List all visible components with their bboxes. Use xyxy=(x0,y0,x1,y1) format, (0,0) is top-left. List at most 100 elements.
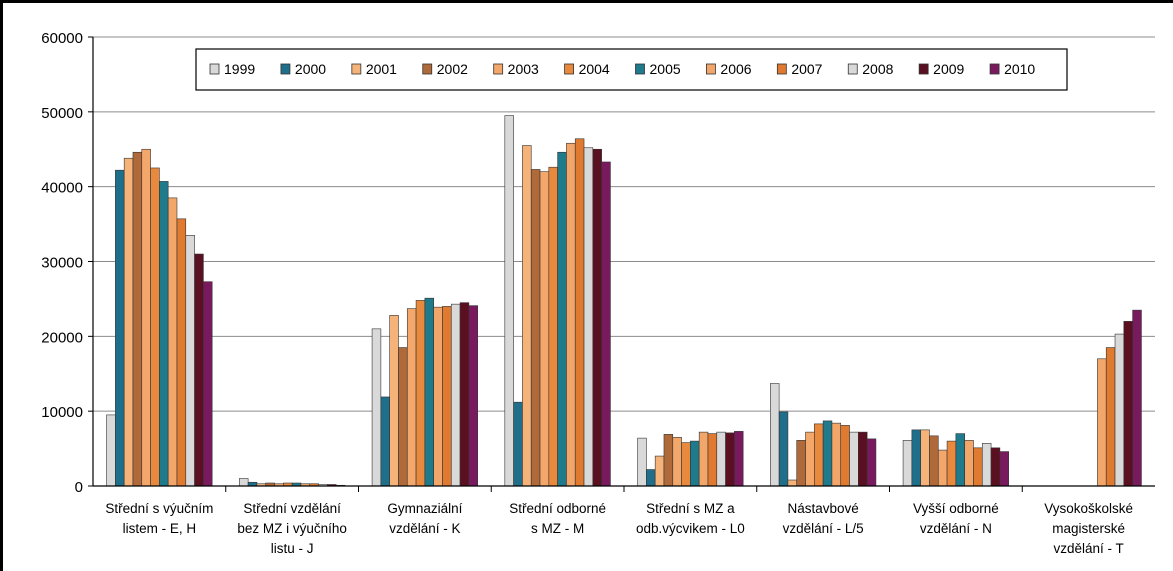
bar xyxy=(646,469,656,487)
bar xyxy=(406,308,417,487)
y-tick-label: 0 xyxy=(75,479,83,496)
bar xyxy=(716,431,726,487)
x-category-label: Nástavbové vzdělání - L/5 xyxy=(783,501,864,536)
bar xyxy=(707,433,718,487)
bar xyxy=(690,440,700,487)
bar xyxy=(203,281,213,487)
bar xyxy=(415,300,426,487)
bar xyxy=(698,431,709,487)
y-tick-label: 60000 xyxy=(41,30,83,47)
bar xyxy=(770,383,780,487)
bar xyxy=(902,440,913,487)
gridlines xyxy=(93,36,1155,412)
legend-label: 2005 xyxy=(650,61,681,77)
bar xyxy=(964,440,974,487)
legend-swatch xyxy=(776,63,787,75)
bar xyxy=(849,431,859,487)
legend-label: 2006 xyxy=(720,61,751,77)
bar xyxy=(442,306,452,487)
bar xyxy=(831,422,842,487)
bar xyxy=(592,148,602,487)
bar xyxy=(796,440,806,487)
bar xyxy=(194,253,204,487)
legend-label: 2004 xyxy=(579,61,610,77)
bar xyxy=(866,438,877,487)
bar xyxy=(858,431,868,487)
bar xyxy=(504,115,514,487)
legend-swatch xyxy=(280,63,291,75)
y-axis-tick-labels: 0 10000 20000 30000 40000 50000 60000 xyxy=(41,30,83,496)
legend-swatch xyxy=(918,63,929,75)
bar xyxy=(663,434,674,487)
bar xyxy=(239,478,249,487)
bar xyxy=(539,171,550,487)
x-category-label: Vysokoškolské magisterské vzdělání - T xyxy=(1044,501,1133,556)
bar xyxy=(920,429,930,487)
bar xyxy=(929,435,939,487)
bar xyxy=(167,197,178,487)
x-category-label: Gymnaziální vzdělání - K xyxy=(387,501,462,536)
bar xyxy=(398,347,408,487)
bar xyxy=(141,148,151,487)
legend-label: 2009 xyxy=(933,61,964,77)
legend-swatch xyxy=(635,63,645,75)
legend-swatch xyxy=(706,63,716,75)
bar xyxy=(159,181,169,487)
bar xyxy=(734,431,744,487)
bar xyxy=(805,431,815,487)
bar xyxy=(1123,321,1133,487)
legend-label: 2007 xyxy=(791,61,822,77)
bar xyxy=(601,161,611,487)
x-category-label: Střední odborné s MZ - M xyxy=(509,501,606,536)
bar-series xyxy=(106,115,1142,487)
y-tick-label: 50000 xyxy=(41,105,83,122)
bar xyxy=(389,315,399,487)
bar xyxy=(459,302,470,487)
bar xyxy=(654,455,665,487)
x-axis-category-labels: Střední s výučním listem - E, H Střední vz… xyxy=(105,501,1133,556)
bar xyxy=(672,437,682,487)
x-category-label: Vyšší odborné vzdělání - N xyxy=(913,501,999,536)
legend-swatch xyxy=(422,63,433,75)
bar xyxy=(814,423,824,487)
bar xyxy=(999,451,1009,487)
bar xyxy=(822,420,833,487)
legend-label: 2000 xyxy=(295,61,326,77)
legend: 1999 2000 2001 2002 2003 2004 2005 2006 2007 2008… xyxy=(195,48,1068,91)
bar xyxy=(371,328,382,487)
bar xyxy=(1132,309,1142,487)
bar xyxy=(725,432,735,487)
bar xyxy=(115,169,125,487)
bar xyxy=(468,305,478,487)
bar xyxy=(530,169,541,487)
bar xyxy=(778,411,789,487)
axes xyxy=(88,36,1155,492)
legend-label: 2002 xyxy=(437,61,468,77)
legend-swatch xyxy=(493,63,504,75)
legend-swatch xyxy=(564,63,574,75)
bar xyxy=(946,440,957,487)
bar xyxy=(787,479,798,487)
bar xyxy=(1105,347,1116,487)
bar xyxy=(548,166,558,487)
bar xyxy=(566,142,576,487)
bar xyxy=(132,151,143,487)
bar xyxy=(574,138,585,487)
x-category-label: Střední s výučním listem - E, H xyxy=(105,501,213,536)
bar xyxy=(424,297,434,487)
bar xyxy=(583,147,594,487)
legend-swatch xyxy=(351,63,362,75)
bar xyxy=(433,306,443,487)
legend-label: 1999 xyxy=(224,61,255,77)
legend-swatch xyxy=(989,63,1000,75)
bar xyxy=(176,218,187,487)
legend-label: 2003 xyxy=(508,61,539,77)
bar xyxy=(990,447,1001,487)
bar xyxy=(150,167,160,487)
bar xyxy=(1097,358,1107,487)
bar xyxy=(937,449,948,487)
bar xyxy=(522,145,532,487)
legend-swatch xyxy=(209,63,220,75)
bar xyxy=(681,442,691,487)
